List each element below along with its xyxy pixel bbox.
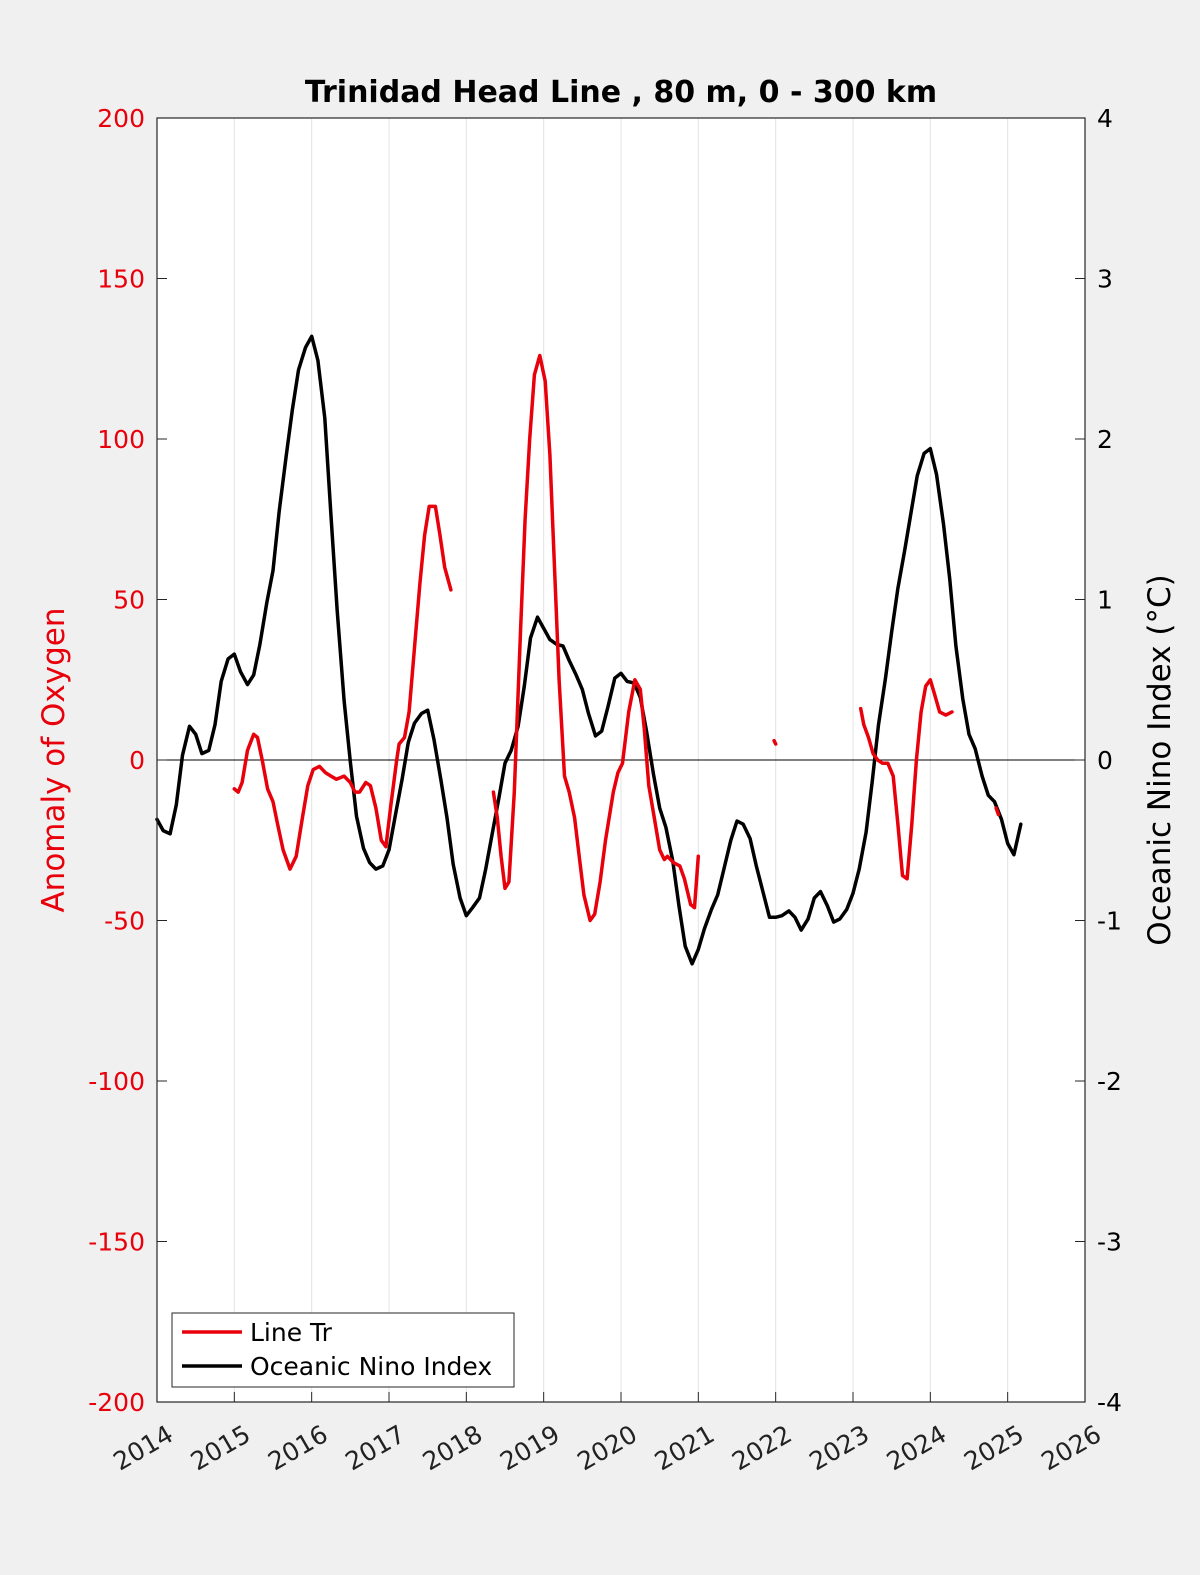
series-line-tr-segment [491,353,701,923]
series-line-tr-segment [772,738,778,746]
y-right-tick-label: -3 [1097,1228,1122,1257]
legend: Line Tr Oceanic Nino Index [171,1312,515,1388]
y-left-tick-label: 50 [113,586,145,615]
legend-label-oni: Oceanic Nino Index [250,1352,492,1381]
y-left-tick-label: -100 [88,1067,145,1096]
y-left-tick-label: 100 [97,425,145,454]
legend-label-line-tr: Line Tr [250,1318,333,1347]
y-right-tick-label: -2 [1097,1067,1122,1096]
y-left-tick-label: 0 [129,746,145,775]
series-layer [155,334,1023,966]
y-right-tick-label: -4 [1097,1388,1122,1417]
y-left-tick-label: -200 [88,1388,145,1417]
y-right-tick-label: -1 [1097,907,1122,936]
y-axis-label-left: Anomaly of Oxygen [36,607,72,912]
series-oceanic-nino-index [155,334,1023,966]
y-right-tick-label: 3 [1097,265,1113,294]
y-left-tick-label: -150 [88,1228,145,1257]
y-left-tick-label: -50 [104,907,145,936]
y-right-tick-label: 4 [1097,104,1113,133]
y-right-tick-label: 1 [1097,586,1113,615]
series-line-tr-segment [232,504,453,871]
series-line-tr-segment [994,806,1001,817]
y-left-tick-label: 150 [97,265,145,294]
series-line-tr-segment [858,678,954,881]
y-right-tick-label: 2 [1097,425,1113,454]
y-left-tick-label: 200 [97,104,145,133]
chart-title: Trinidad Head Line , 80 m, 0 - 300 km [305,75,937,110]
legend-box [171,1312,515,1388]
y-right-tick-label: 0 [1097,746,1113,775]
y-axis-label-right: Oceanic Nino Index (°C) [1142,574,1178,945]
